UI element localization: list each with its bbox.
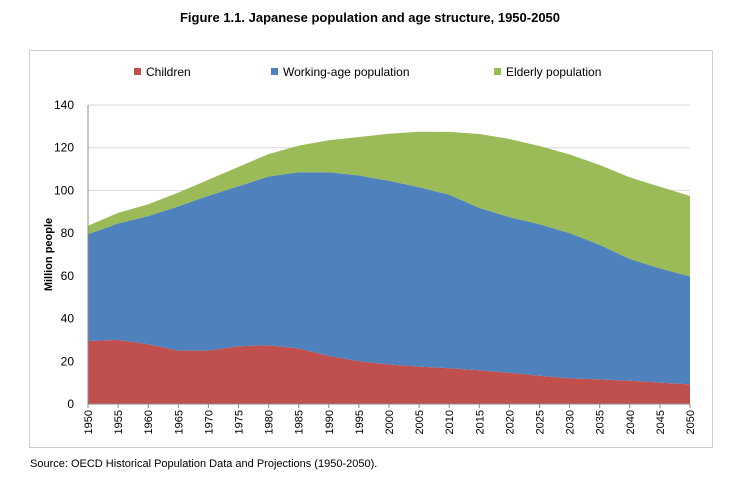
x-tick-label: 2025 (535, 410, 547, 434)
chart-title: Figure 1.1. Japanese population and age … (179, 10, 561, 25)
y-tick-label: 20 (61, 354, 75, 368)
y-tick-label: 100 (54, 183, 74, 197)
area-elderly-population (88, 131, 690, 277)
x-tick-label: 2040 (625, 410, 637, 434)
y-tick-label: 80 (61, 226, 75, 240)
legend: Children Working-age population Elderly po… (134, 65, 601, 79)
area-working-age-population (88, 172, 690, 385)
x-tick-label: 2020 (504, 410, 516, 434)
x-tick-label: 1955 (113, 410, 125, 434)
legend-label-working-age-population: Working-age population (283, 65, 410, 79)
x-tick-label: 1960 (143, 410, 155, 434)
x-tick-label: 1970 (203, 410, 215, 434)
area-children (88, 339, 690, 404)
legend-swatch-children (134, 68, 141, 75)
y-tick-label: 40 (61, 312, 75, 326)
chart-frame (29, 50, 713, 448)
x-tick-label: 2005 (414, 410, 426, 434)
source-note: Source: OECD Historical Population Data … (30, 458, 378, 470)
legend-swatch-working-age-population (271, 68, 278, 75)
legend-label-children: Children (146, 65, 191, 79)
x-tick-label: 1995 (354, 410, 366, 434)
y-tick-label: 0 (67, 397, 74, 411)
x-tick-label: 1975 (234, 410, 246, 434)
x-tick-label: 2000 (384, 410, 396, 434)
legend-label-elderly-population: Elderly population (506, 65, 601, 79)
x-tick-label: 1990 (324, 410, 336, 434)
x-tick-label: 2045 (655, 410, 667, 434)
x-tick-label: 2030 (565, 410, 577, 434)
x-tick-label: 2015 (474, 410, 486, 434)
x-tick-label: 1985 (294, 410, 306, 434)
area-series (88, 131, 690, 404)
x-tick-label: 1950 (83, 410, 95, 434)
y-tick-label: 60 (61, 269, 75, 283)
x-tick-label: 2010 (444, 410, 456, 434)
x-tick-label: 1965 (173, 410, 185, 434)
y-axis-label: Million people (43, 218, 55, 291)
x-tick-label: 2035 (595, 410, 607, 434)
legend-swatch-elderly-population (494, 68, 501, 75)
y-tick-label: 120 (54, 141, 74, 155)
x-tick-label: 2050 (685, 410, 697, 434)
y-tick-label: 140 (54, 98, 74, 112)
x-tick-label: 1980 (264, 410, 276, 434)
